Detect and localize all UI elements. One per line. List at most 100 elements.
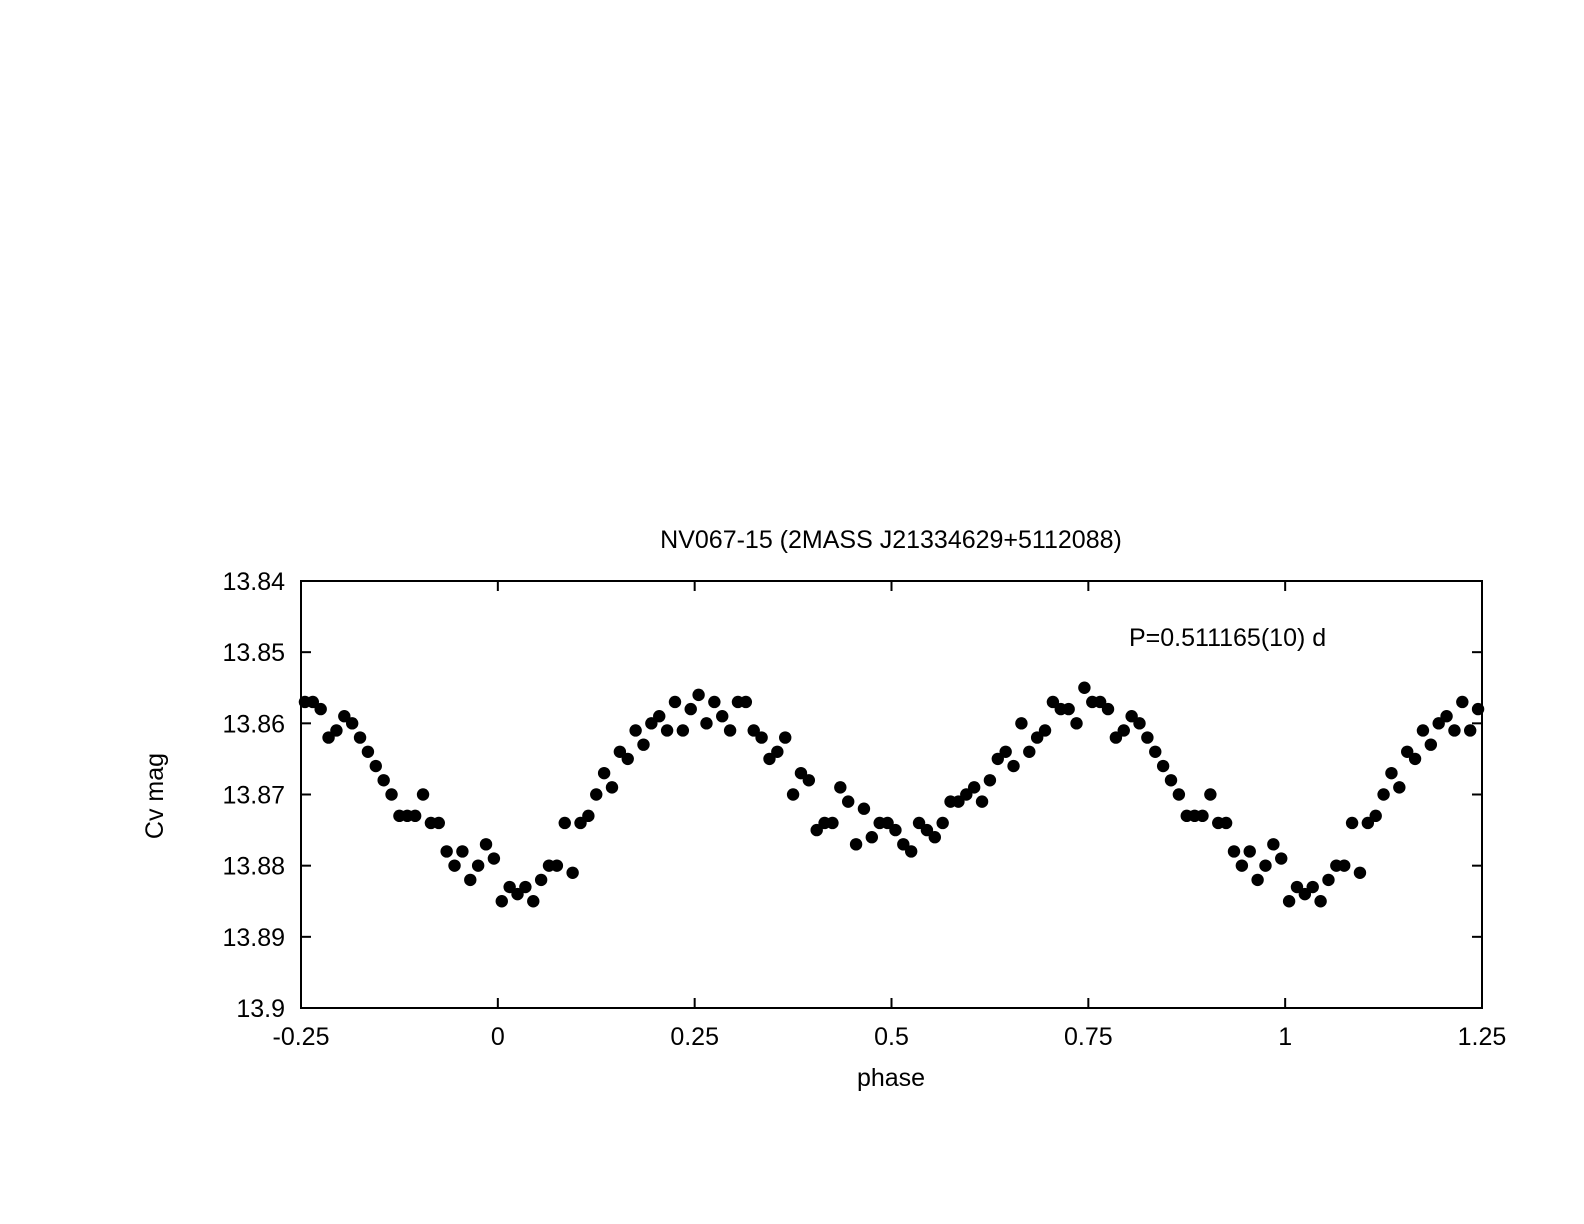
data-point — [653, 710, 666, 723]
data-point — [1078, 681, 1091, 694]
y-tick-label: 13.88 — [222, 853, 285, 881]
data-point — [637, 738, 650, 751]
data-point — [1023, 745, 1036, 758]
data-point — [865, 831, 879, 844]
data-point — [487, 852, 501, 865]
data-point — [841, 795, 855, 808]
data-point — [999, 745, 1012, 758]
data-point — [1015, 717, 1028, 730]
x-tick-label: 0.75 — [1064, 1023, 1113, 1051]
x-tick-label: 1.25 — [1458, 1023, 1507, 1051]
y-tick-label: 13.89 — [222, 924, 285, 952]
data-point — [353, 731, 367, 744]
data-point — [1432, 717, 1445, 730]
data-point — [519, 880, 532, 894]
x-tick-label: 0.25 — [670, 1023, 719, 1051]
data-point — [1322, 873, 1335, 887]
x-axis: -0.25 0 0.25 0.5 0.75 1 1.25 — [273, 581, 1507, 1051]
data-point — [1204, 788, 1217, 801]
data-point — [739, 695, 753, 709]
data-point — [1109, 731, 1123, 744]
data-point — [794, 766, 808, 780]
data-point — [771, 745, 784, 758]
data-point — [1463, 724, 1477, 737]
data-point — [479, 838, 493, 851]
data-point — [1149, 745, 1162, 758]
data-point — [582, 809, 595, 823]
data-point — [1251, 873, 1264, 887]
data-point — [558, 816, 571, 830]
data-point — [716, 710, 729, 723]
data-point — [904, 845, 918, 858]
data-point — [920, 823, 934, 837]
data-point — [802, 774, 816, 787]
y-tick-label: 13.84 — [222, 568, 285, 596]
data-point — [432, 816, 445, 830]
data-point — [511, 887, 524, 901]
data-point — [621, 752, 634, 766]
data-point — [723, 724, 737, 737]
data-point — [330, 724, 343, 737]
data-point — [1377, 788, 1390, 801]
data-point — [1093, 695, 1107, 709]
data-point — [448, 859, 461, 872]
data-point — [975, 795, 989, 808]
data-point — [1353, 866, 1367, 879]
data-point — [1117, 724, 1130, 737]
data-point — [826, 816, 839, 830]
data-point — [692, 688, 705, 702]
data-point — [952, 795, 965, 808]
data-point — [1046, 695, 1060, 709]
data-point — [849, 838, 863, 851]
x-axis-label: phase — [857, 1064, 925, 1092]
data-point — [1030, 731, 1044, 744]
data-point — [566, 866, 579, 879]
data-point — [857, 802, 871, 815]
data-point — [668, 695, 682, 709]
data-point — [1298, 887, 1312, 901]
data-point — [314, 702, 327, 716]
data-point — [960, 788, 973, 801]
data-point — [1393, 781, 1406, 794]
y-tick-label: 13.85 — [222, 639, 285, 667]
y-tick-label: 13.87 — [222, 782, 285, 810]
data-point — [660, 724, 674, 737]
data-point — [1345, 816, 1359, 830]
data-point — [1101, 702, 1115, 716]
data-point — [456, 845, 469, 858]
data-point — [1172, 788, 1186, 801]
data-point — [597, 766, 611, 780]
data-point — [747, 724, 760, 737]
data-point — [495, 895, 508, 908]
data-point — [897, 838, 910, 851]
y-tick-label: 13.86 — [222, 710, 285, 738]
data-point — [629, 724, 642, 737]
data-point — [1007, 759, 1020, 773]
data-point — [1306, 880, 1319, 894]
data-point — [1125, 710, 1138, 723]
period-annotation: P=0.511165(10) d — [1129, 624, 1326, 652]
data-point — [1385, 766, 1398, 780]
data-point — [1424, 738, 1438, 751]
data-point — [464, 873, 477, 887]
x-tick-label: 0.5 — [874, 1023, 909, 1051]
data-point — [550, 859, 564, 872]
data-point — [503, 880, 516, 894]
data-point — [338, 710, 351, 723]
data-point — [345, 717, 359, 730]
data-point — [936, 816, 949, 830]
data-point — [755, 731, 768, 744]
data-point — [1361, 816, 1375, 830]
data-point — [1456, 695, 1469, 709]
data-point — [1070, 717, 1083, 730]
data-point — [684, 702, 697, 716]
data-points — [298, 681, 1485, 908]
data-point — [361, 745, 375, 758]
data-point — [912, 816, 926, 830]
data-point — [786, 788, 800, 801]
data-point — [1196, 809, 1209, 823]
data-point — [1243, 845, 1256, 858]
data-point — [322, 731, 335, 744]
data-point — [834, 781, 847, 794]
data-point — [385, 788, 398, 801]
